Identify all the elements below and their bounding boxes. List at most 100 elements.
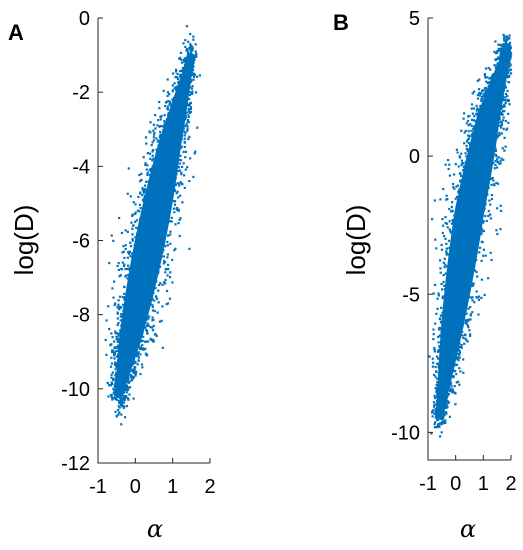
scatter-point bbox=[131, 213, 134, 216]
panel-a-yticks: 0-2-4-6-8-10-12 bbox=[61, 8, 103, 475]
scatter-point bbox=[469, 314, 472, 317]
scatter-point bbox=[168, 276, 172, 279]
scatter-point bbox=[157, 301, 160, 304]
scatter-point bbox=[504, 102, 507, 105]
scatter-point bbox=[122, 303, 125, 306]
scatter-point bbox=[433, 412, 436, 415]
y-tick-label: -12 bbox=[61, 453, 90, 475]
scatter-point bbox=[166, 91, 170, 94]
scatter-point bbox=[125, 391, 128, 394]
scatter-point bbox=[437, 349, 440, 352]
y-tick-label: -4 bbox=[72, 156, 90, 178]
scatter-point bbox=[501, 147, 504, 150]
scatter-point bbox=[152, 324, 155, 328]
scatter-point bbox=[107, 395, 110, 398]
scatter-point bbox=[130, 255, 133, 258]
scatter-point bbox=[168, 93, 171, 96]
scatter-point bbox=[444, 263, 447, 266]
scatter-point bbox=[177, 182, 180, 185]
scatter-point bbox=[487, 66, 490, 70]
scatter-point bbox=[437, 423, 440, 426]
scatter-point bbox=[126, 264, 130, 267]
scatter-point bbox=[440, 243, 443, 247]
scatter-point bbox=[118, 395, 121, 399]
scatter-point bbox=[509, 51, 513, 55]
scatter-point bbox=[457, 349, 461, 352]
scatter-point bbox=[120, 268, 124, 271]
scatter-point bbox=[508, 37, 511, 40]
scatter-point bbox=[175, 88, 178, 91]
scatter-point bbox=[472, 107, 476, 110]
scatter-point bbox=[499, 227, 502, 231]
scatter-point bbox=[171, 84, 174, 87]
scatter-point bbox=[494, 149, 497, 153]
scatter-point bbox=[118, 411, 121, 414]
scatter-point bbox=[497, 156, 500, 159]
scatter-point bbox=[125, 396, 128, 399]
scatter-point bbox=[139, 353, 142, 356]
scatter-point bbox=[438, 259, 442, 262]
scatter-point bbox=[456, 356, 459, 359]
scatter-point bbox=[180, 145, 183, 148]
scatter-point bbox=[163, 282, 167, 285]
scatter-point bbox=[129, 373, 132, 377]
scatter-point bbox=[472, 119, 475, 122]
scatter-point bbox=[120, 313, 123, 316]
scatter-point bbox=[143, 184, 147, 187]
scatter-point bbox=[457, 190, 460, 194]
scatter-point bbox=[504, 92, 508, 96]
scatter-point bbox=[116, 332, 120, 335]
scatter-point bbox=[435, 247, 438, 250]
scatter-point bbox=[117, 321, 120, 325]
scatter-point bbox=[437, 335, 440, 339]
scatter-point bbox=[448, 220, 451, 223]
scatter-point bbox=[487, 277, 490, 280]
scatter-point bbox=[451, 375, 455, 378]
scatter-point bbox=[189, 49, 192, 52]
scatter-point bbox=[502, 104, 506, 107]
scatter-point bbox=[143, 187, 146, 191]
scatter-point bbox=[188, 111, 191, 115]
scatter-point bbox=[188, 135, 191, 138]
scatter-point bbox=[463, 112, 466, 115]
scatter-point bbox=[465, 140, 468, 143]
scatter-point bbox=[192, 35, 195, 38]
scatter-point bbox=[482, 95, 486, 98]
scatter-point bbox=[136, 352, 140, 355]
scatter-point bbox=[112, 392, 115, 395]
scatter-point bbox=[451, 182, 455, 186]
scatter-point bbox=[464, 334, 467, 337]
scatter-point bbox=[126, 388, 130, 392]
y-tick-label: -8 bbox=[72, 305, 90, 327]
scatter-point bbox=[177, 209, 180, 212]
scatter-point bbox=[169, 242, 172, 245]
scatter-point bbox=[445, 250, 448, 253]
scatter-point bbox=[173, 203, 177, 206]
scatter-point bbox=[179, 56, 182, 59]
scatter-point bbox=[117, 405, 120, 408]
scatter-point bbox=[484, 214, 487, 218]
scatter-point bbox=[508, 58, 511, 62]
scatter-point bbox=[180, 58, 183, 61]
scatter-point bbox=[117, 340, 120, 344]
scatter-point bbox=[127, 167, 130, 170]
scatter-point bbox=[117, 344, 120, 347]
x-tick-label: 2 bbox=[204, 476, 215, 498]
scatter-point bbox=[186, 125, 189, 128]
scatter-point bbox=[116, 305, 119, 309]
scatter-point bbox=[139, 192, 142, 195]
scatter-point bbox=[114, 380, 118, 383]
scatter-point bbox=[450, 210, 453, 213]
scatter-point bbox=[111, 371, 114, 374]
scatter-point bbox=[484, 254, 487, 257]
scatter-point bbox=[447, 239, 451, 242]
scatter-point bbox=[123, 263, 126, 266]
scatter-point bbox=[108, 384, 111, 387]
scatter-point bbox=[123, 285, 126, 289]
scatter-point bbox=[115, 365, 118, 368]
scatter-point bbox=[499, 159, 502, 163]
scatter-point bbox=[457, 165, 460, 168]
scatter-point bbox=[189, 157, 192, 160]
scatter-point bbox=[471, 311, 474, 314]
scatter-point bbox=[460, 344, 463, 347]
